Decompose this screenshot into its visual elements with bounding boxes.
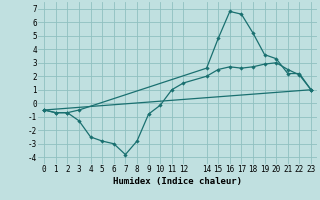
X-axis label: Humidex (Indice chaleur): Humidex (Indice chaleur) <box>113 177 242 186</box>
